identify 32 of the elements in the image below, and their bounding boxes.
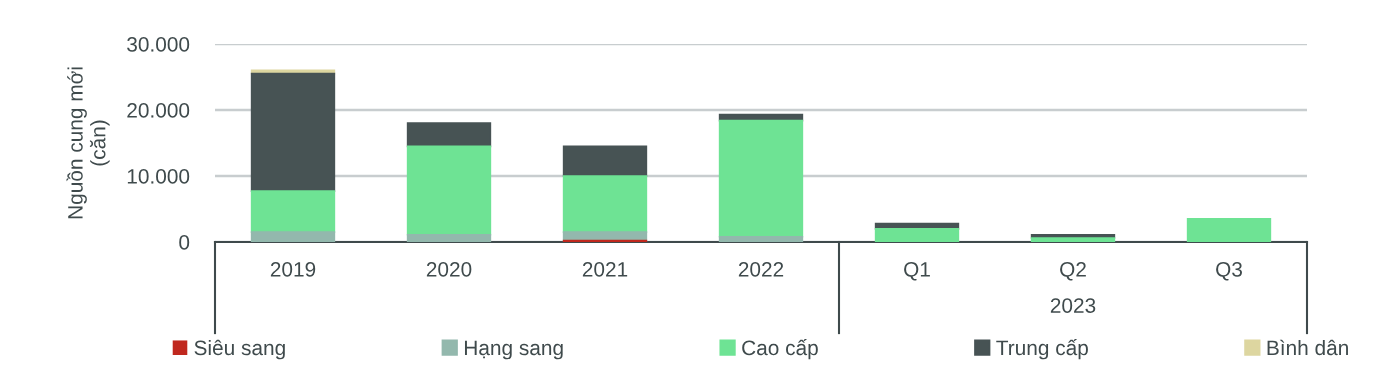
x-tick-label: 2019 [270,261,316,277]
x-tick-label: Q3 [1216,261,1242,281]
x-tick-label: 2021 [582,261,628,277]
bar [250,72,336,193]
x-tick-label: Q1 [904,261,930,281]
y-tick-label: 10.000 [127,169,190,184]
y-axis-title: Nguồn cung mới (căn) [66,67,110,219]
bar [406,233,492,242]
legend-label: Hạng sang [464,340,563,360]
legend-label: Bình dân [1267,339,1348,356]
bar [874,227,960,242]
bar [562,231,648,242]
bar [562,145,648,177]
bar [250,231,336,242]
bar [250,190,336,233]
legend-label: Siêu sang [194,339,285,360]
x-tick-label: 2020 [426,261,472,277]
x-tick-label: 2022 [738,261,784,277]
bar [1186,218,1272,242]
legend-label: Trung cấp [996,339,1088,360]
y-tick-label: 30.000 [127,37,190,52]
bar [406,122,492,148]
bar [718,119,804,238]
text: 2023 [1050,298,1096,313]
y-tick-label: 0 [179,235,190,250]
legend-label: Cao cấp [742,339,818,360]
bar [562,175,648,233]
bar [1030,237,1116,242]
y-tick-label: 20.000 [127,103,190,118]
x-tick-label: Q2 [1060,261,1086,281]
bar [406,145,492,236]
bar [718,235,804,242]
